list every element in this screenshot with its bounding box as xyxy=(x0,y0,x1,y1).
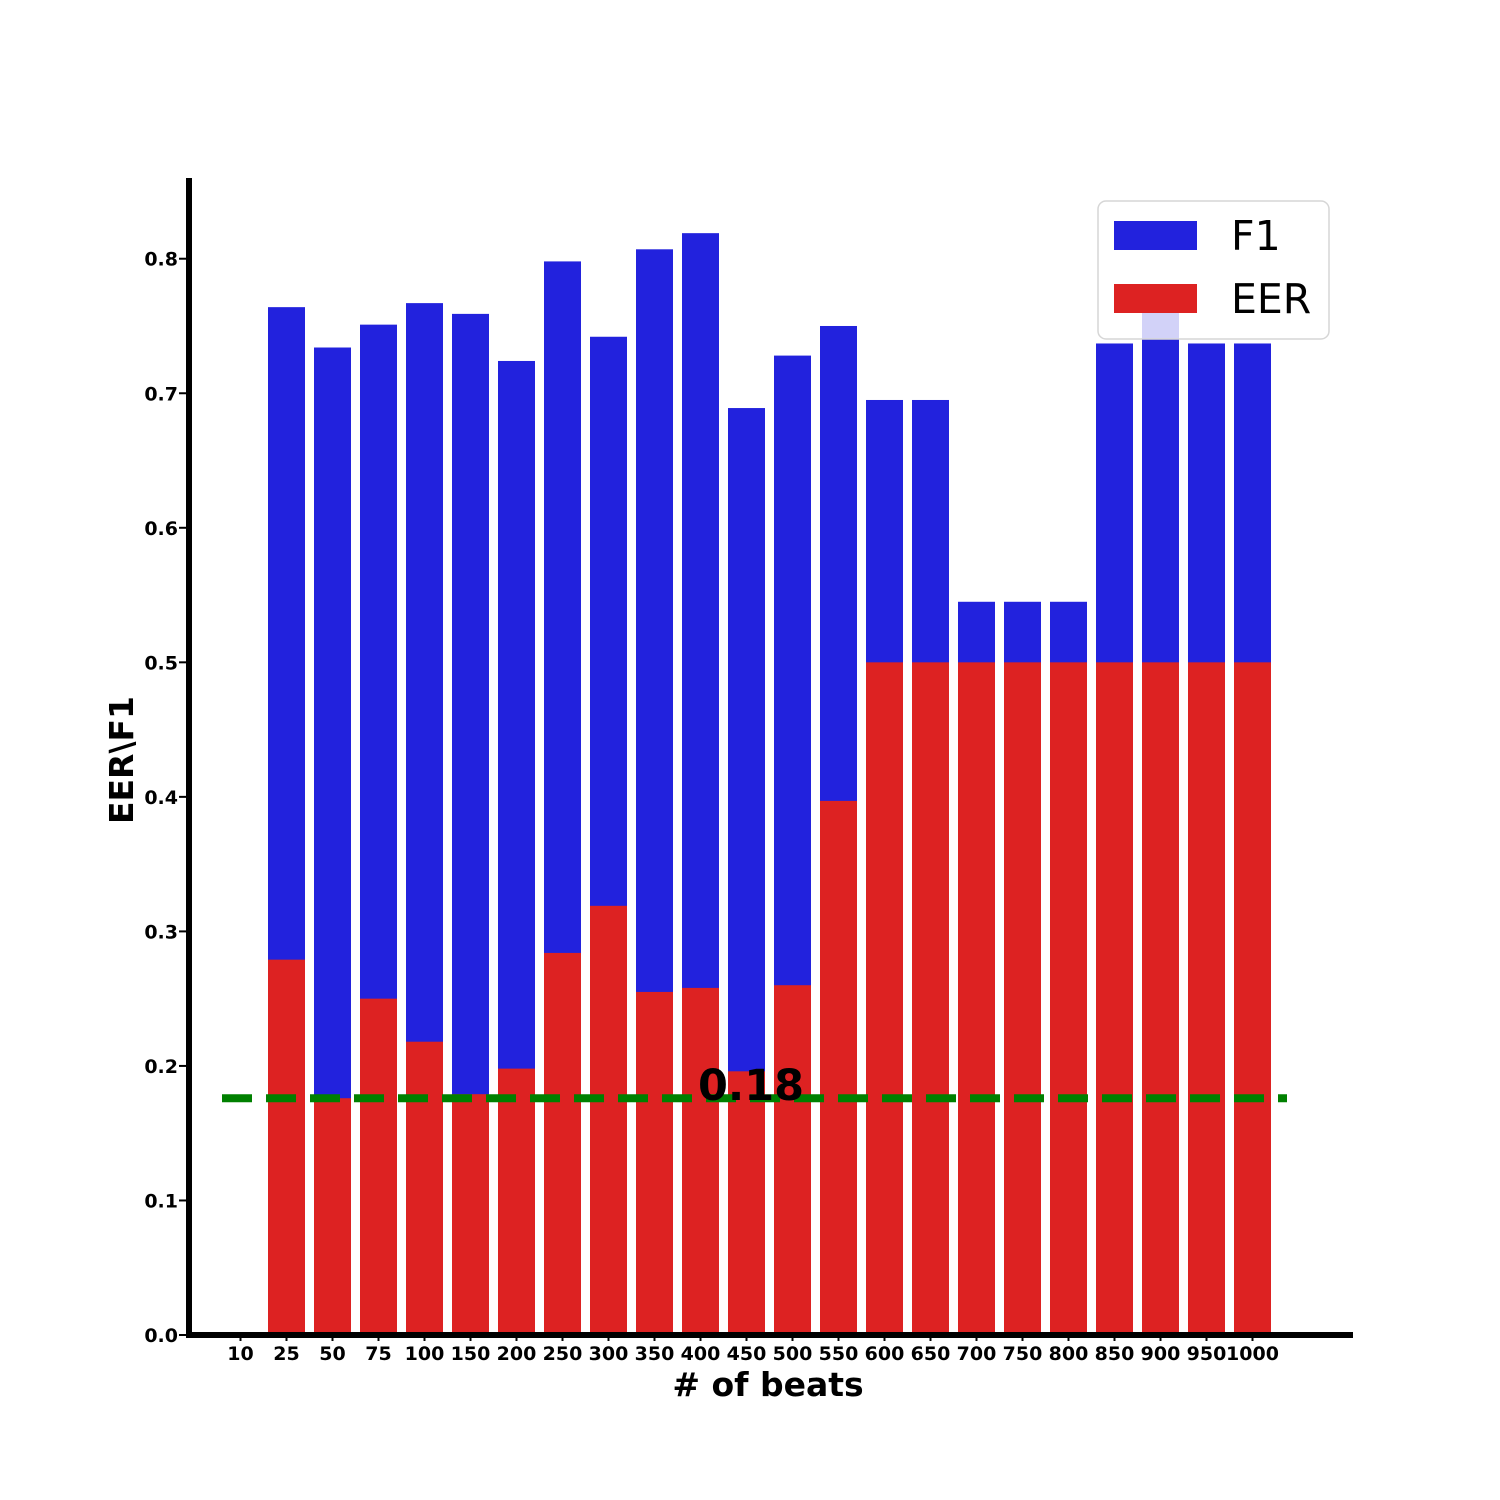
x-tick-label-600: 600 xyxy=(865,1343,905,1365)
x-tick-label-800: 800 xyxy=(1049,1343,1089,1365)
bar-eer-1000 xyxy=(1234,662,1271,1335)
bar-eer-950 xyxy=(1188,662,1225,1335)
x-tick-label-300: 300 xyxy=(589,1343,629,1365)
x-tick-label-150: 150 xyxy=(451,1343,491,1365)
bar-eer-500 xyxy=(774,985,811,1335)
bar-eer-300 xyxy=(590,905,627,1335)
y-tick-label-0.6: 0.6 xyxy=(144,518,178,540)
y-tick-label-0.1: 0.1 xyxy=(144,1190,178,1212)
legend: F1 EER xyxy=(1097,200,1330,340)
bar-eer-800 xyxy=(1050,662,1087,1335)
bar-eer-100 xyxy=(406,1041,443,1335)
x-tick-label-500: 500 xyxy=(773,1343,813,1365)
x-tick-label-75: 75 xyxy=(365,1343,391,1365)
legend-swatch-eer xyxy=(1114,284,1197,313)
y-tick-label-0.4: 0.4 xyxy=(144,787,178,809)
axes xyxy=(186,178,1353,1338)
y-ticks: 0.0 0.1 0.2 0.3 0.4 0.5 0.6 0.7 0.8 xyxy=(144,249,189,1347)
x-ticks: 10 25 50 75 100 150 200 250 300 350 400 450 500 550 60… xyxy=(227,1335,1279,1365)
x-tick-label-650: 650 xyxy=(911,1343,951,1365)
x-tick-label-400: 400 xyxy=(681,1343,721,1365)
bar-eer-750 xyxy=(1004,662,1041,1335)
reference-layer: 0.18 xyxy=(222,1061,1287,1111)
x-tick-label-200: 200 xyxy=(497,1343,537,1365)
x-tick-label-750: 750 xyxy=(1003,1343,1043,1365)
x-tick-label-1000: 1000 xyxy=(1226,1343,1279,1365)
x-tick-label-10: 10 xyxy=(227,1343,253,1365)
y-tick-label-0.2: 0.2 xyxy=(144,1056,178,1078)
bar-eer-650 xyxy=(912,662,949,1335)
legend-label-eer: EER xyxy=(1231,275,1311,323)
x-tick-label-350: 350 xyxy=(635,1343,675,1365)
bar-eer-450 xyxy=(728,1071,765,1335)
bar-eer-850 xyxy=(1096,662,1133,1335)
bar-eer-400 xyxy=(682,987,719,1335)
x-tick-label-950: 950 xyxy=(1187,1343,1227,1365)
x-tick-label-900: 900 xyxy=(1141,1343,1181,1365)
x-tick-label-25: 25 xyxy=(273,1343,299,1365)
bar-eer-200 xyxy=(498,1068,535,1335)
x-tick-label-850: 850 xyxy=(1095,1343,1135,1365)
reference-line-label: 0.18 xyxy=(698,1061,804,1111)
eer-bars xyxy=(268,662,1271,1335)
y-tick-label-0.3: 0.3 xyxy=(144,921,178,943)
x-tick-label-450: 450 xyxy=(727,1343,767,1365)
x-tick-label-250: 250 xyxy=(543,1343,583,1365)
y-tick-label-0.5: 0.5 xyxy=(144,652,178,674)
bar-eer-250 xyxy=(544,952,581,1335)
y-tick-label-0.8: 0.8 xyxy=(144,249,178,271)
bar-eer-75 xyxy=(360,998,397,1335)
bar-eer-350 xyxy=(636,991,673,1335)
legend-label-f1: F1 xyxy=(1231,212,1281,260)
bar-eer-600 xyxy=(866,662,903,1335)
x-tick-label-100: 100 xyxy=(405,1343,445,1365)
bar-eer-700 xyxy=(958,662,995,1335)
bar-eer-550 xyxy=(820,800,857,1335)
bar-eer-900 xyxy=(1142,662,1179,1335)
y-tick-label-0.0: 0.0 xyxy=(144,1325,178,1347)
x-tick-label-50: 50 xyxy=(319,1343,345,1365)
y-tick-label-0.7: 0.7 xyxy=(144,383,178,405)
bar-eer-25 xyxy=(268,959,305,1335)
x-axis-title: # of beats xyxy=(672,1365,863,1404)
legend-swatch-f1 xyxy=(1114,221,1197,250)
x-tick-label-700: 700 xyxy=(957,1343,997,1365)
bar-eer-50 xyxy=(314,1098,351,1335)
y-axis-title: EER\F1 xyxy=(102,696,141,824)
x-tick-label-550: 550 xyxy=(819,1343,859,1365)
bar-eer-150 xyxy=(452,1094,489,1335)
